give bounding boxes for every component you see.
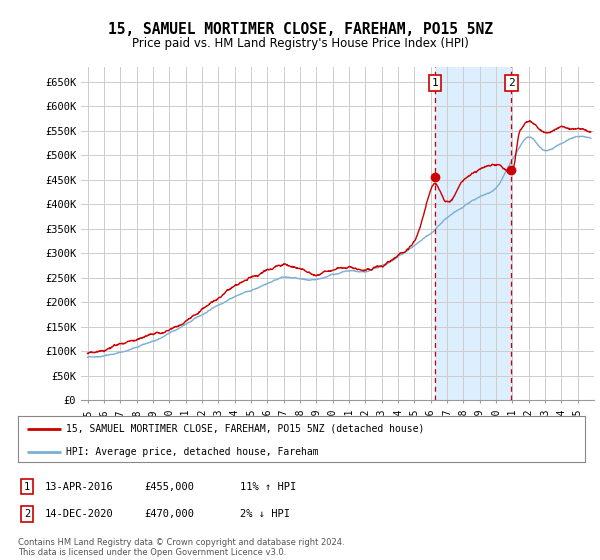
Text: HPI: Average price, detached house, Fareham: HPI: Average price, detached house, Fare…: [66, 447, 319, 457]
Text: 1: 1: [24, 482, 30, 492]
Text: 1: 1: [432, 78, 439, 88]
Text: Contains HM Land Registry data © Crown copyright and database right 2024.
This d: Contains HM Land Registry data © Crown c…: [18, 538, 344, 557]
Text: 13-APR-2016: 13-APR-2016: [45, 482, 114, 492]
Text: 15, SAMUEL MORTIMER CLOSE, FAREHAM, PO15 5NZ: 15, SAMUEL MORTIMER CLOSE, FAREHAM, PO15…: [107, 22, 493, 37]
Text: 14-DEC-2020: 14-DEC-2020: [45, 509, 114, 519]
Text: 2: 2: [508, 78, 515, 88]
Text: £455,000: £455,000: [144, 482, 194, 492]
Text: 2: 2: [24, 509, 30, 519]
Text: 11% ↑ HPI: 11% ↑ HPI: [240, 482, 296, 492]
Bar: [435, 67, 511, 400]
Text: £470,000: £470,000: [144, 509, 194, 519]
Text: 2% ↓ HPI: 2% ↓ HPI: [240, 509, 290, 519]
Text: 15, SAMUEL MORTIMER CLOSE, FAREHAM, PO15 5NZ (detached house): 15, SAMUEL MORTIMER CLOSE, FAREHAM, PO15…: [66, 424, 425, 434]
Text: Price paid vs. HM Land Registry's House Price Index (HPI): Price paid vs. HM Land Registry's House …: [131, 37, 469, 50]
